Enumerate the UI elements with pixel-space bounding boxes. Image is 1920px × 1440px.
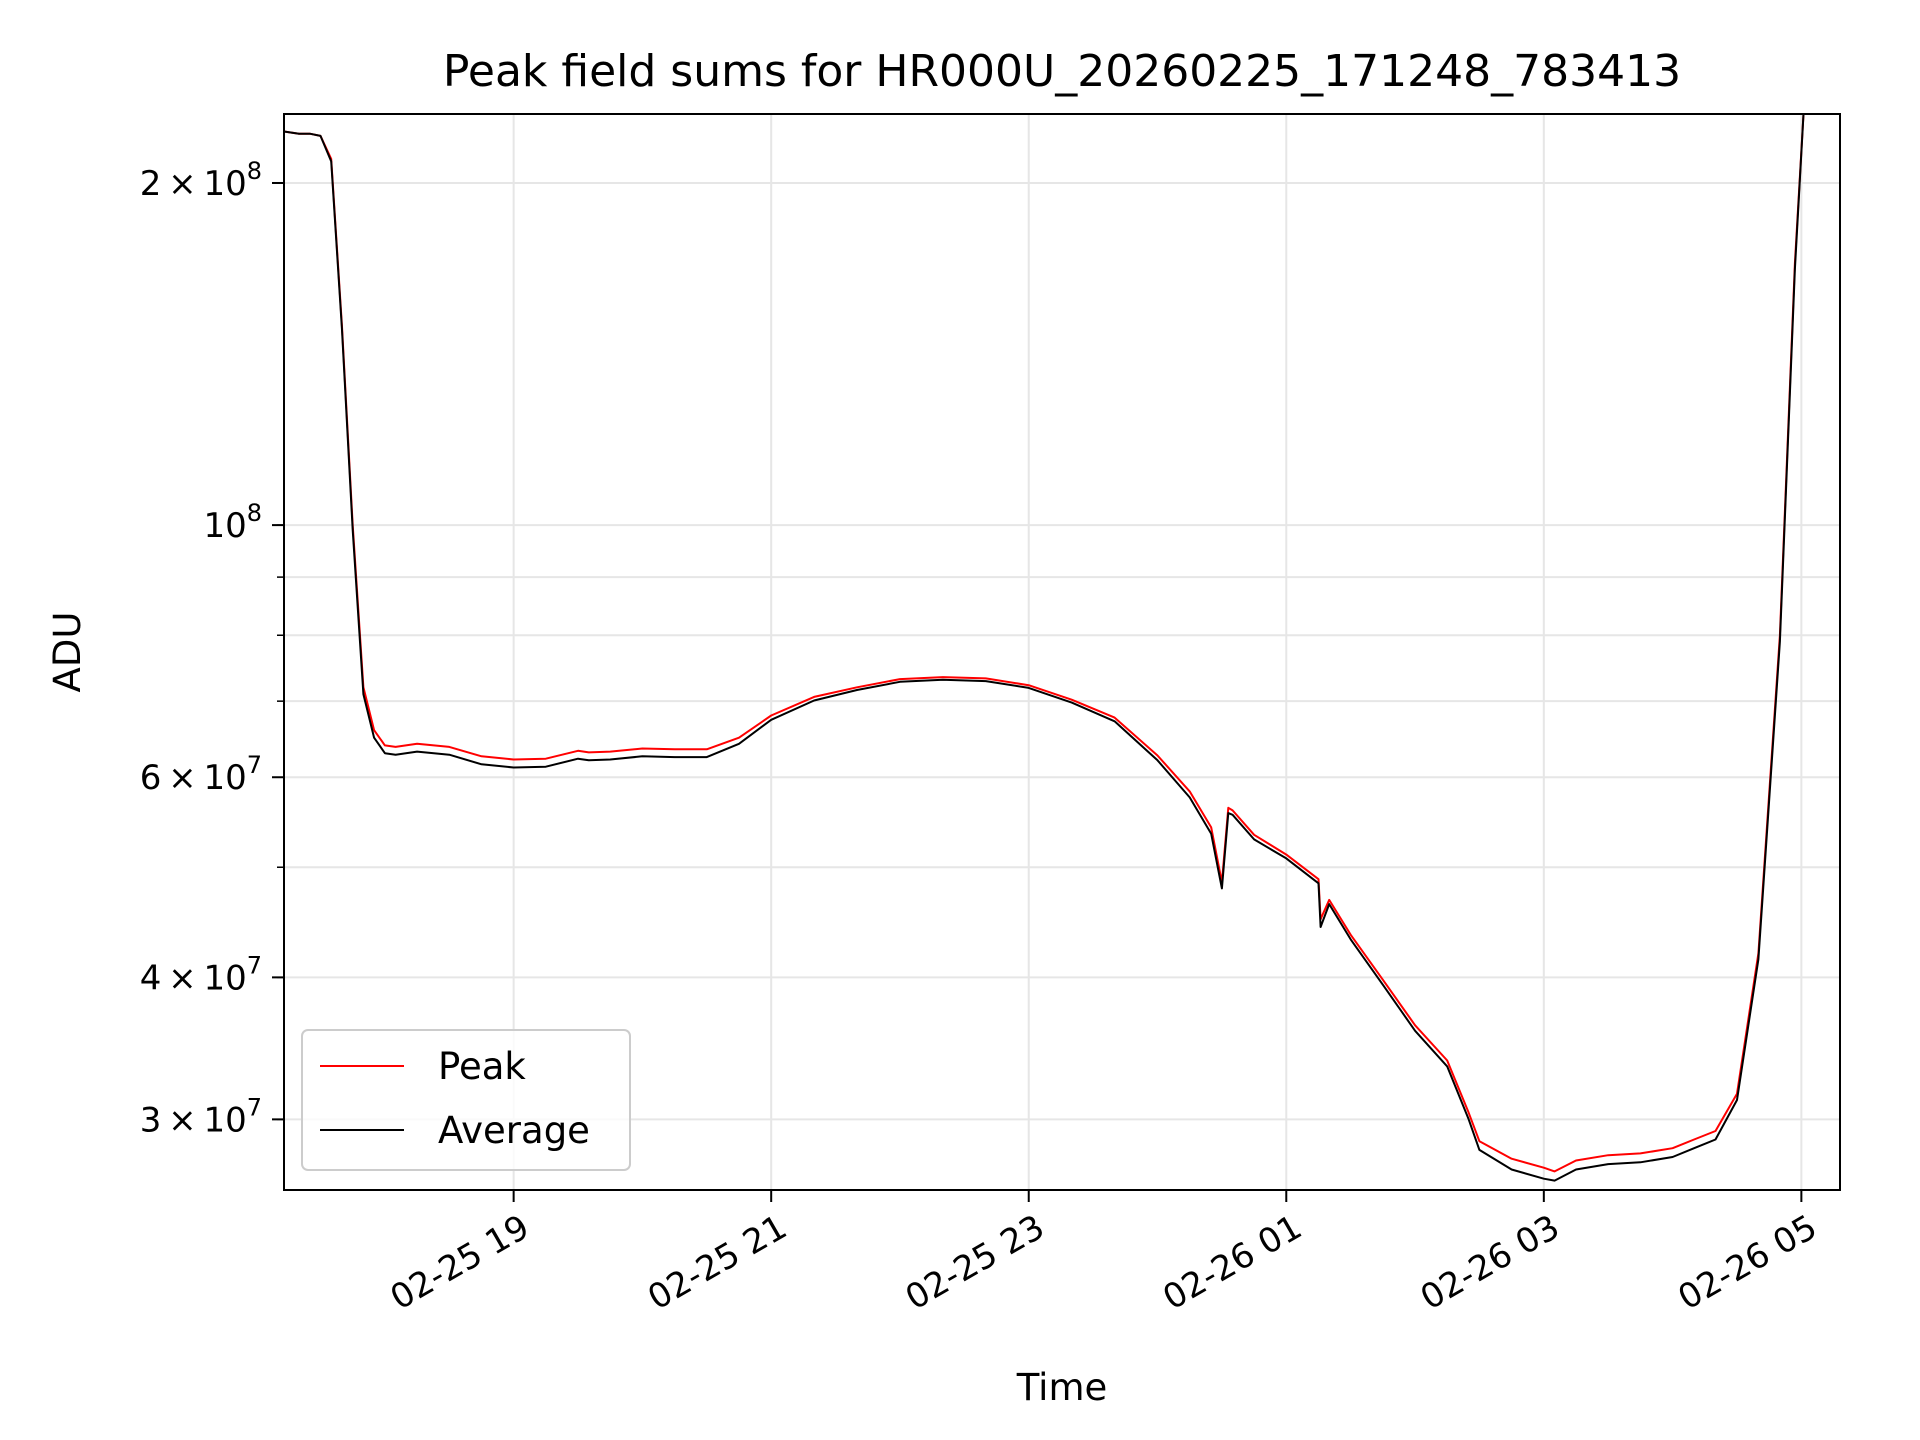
y-tick-mantissa: 2 × 10 xyxy=(140,164,247,204)
legend: Peak Average xyxy=(301,1029,631,1171)
chart-title: Peak field sums for HR000U_20260225_1712… xyxy=(443,46,1681,97)
y-tick-exponent: 8 xyxy=(247,157,262,185)
series-layer xyxy=(283,113,1805,1182)
y-tick-label: 6 × 107 xyxy=(140,751,262,798)
legend-label-average: Average xyxy=(438,1109,590,1152)
y-tick-mantissa: 10 xyxy=(203,506,246,546)
y-tick-exponent: 7 xyxy=(247,751,262,779)
grid xyxy=(284,114,1840,1190)
y-tick-exponent: 7 xyxy=(247,1093,262,1121)
series-line-peak xyxy=(283,113,1805,1173)
legend-label-peak: Peak xyxy=(438,1045,526,1088)
y-tick-mantissa: 6 × 10 xyxy=(140,758,247,798)
y-axis-label: ADU xyxy=(46,612,89,693)
y-tick-mantissa: 3 × 10 xyxy=(140,1100,247,1140)
y-tick-label: 3 × 107 xyxy=(140,1093,262,1140)
y-tick-mantissa: 4 × 10 xyxy=(140,958,247,998)
series-line-average xyxy=(283,113,1805,1182)
y-tick-exponent: 7 xyxy=(247,951,262,979)
y-tick-label: 108 xyxy=(203,499,262,546)
y-tick-label: 2 × 108 xyxy=(140,157,262,204)
x-axis-label: Time xyxy=(1016,1366,1108,1409)
y-tick-label: 4 × 107 xyxy=(140,951,262,998)
plot-frame xyxy=(283,113,1841,1191)
y-tick-exponent: 8 xyxy=(247,499,262,527)
